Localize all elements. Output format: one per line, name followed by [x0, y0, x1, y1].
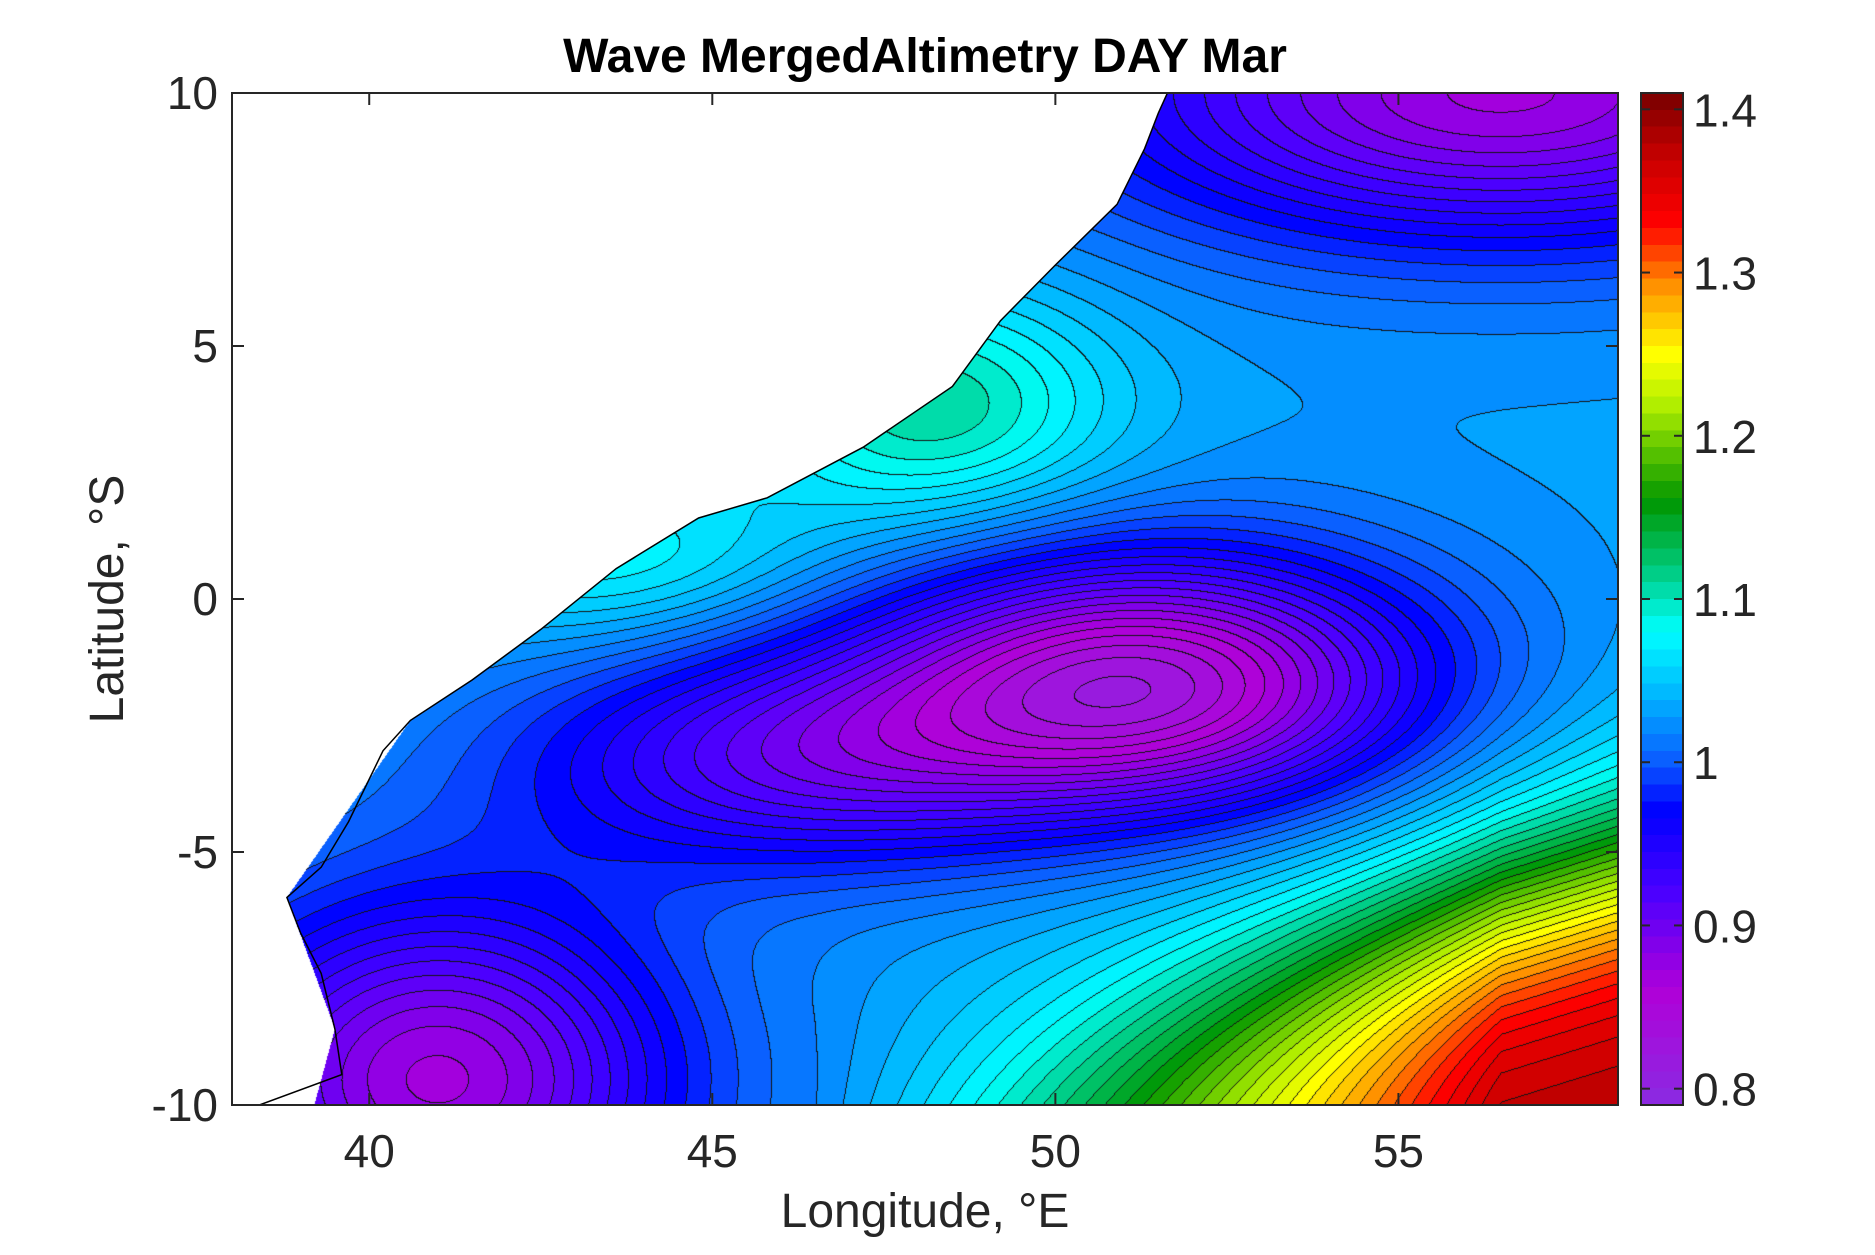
- colorbar-tick-label: 1.3: [1693, 248, 1757, 300]
- colorbar: 0.8 0.9 1 1.1 1.2 1.3 1.4: [1640, 84, 1757, 1116]
- y-tick-label: -10: [152, 1079, 218, 1131]
- chart-title: Wave MergedAltimetry DAY Mar: [563, 30, 1287, 83]
- y-axis: -10 -5 0 5 10: [152, 67, 1618, 1131]
- y-tick-label: -5: [177, 826, 218, 878]
- colorbar-tick-label: 0.8: [1693, 1064, 1757, 1116]
- x-axis: 40 45 50 55: [344, 93, 1424, 1177]
- contour-field: [232, 93, 1618, 1105]
- colorbar-tick-label: 1.2: [1693, 411, 1757, 463]
- plot-area: [232, 93, 1618, 1105]
- x-tick-label: 40: [344, 1125, 395, 1177]
- x-axis-label: Longitude, °E: [781, 1185, 1070, 1238]
- colorbar-tick-label: 0.9: [1693, 900, 1757, 952]
- colorbar-tick-label: 1.1: [1693, 574, 1757, 626]
- x-tick-label: 45: [687, 1125, 738, 1177]
- x-tick-label: 50: [1030, 1125, 1081, 1177]
- x-tick-label: 55: [1373, 1125, 1424, 1177]
- colorbar-tick-label: 1: [1693, 737, 1719, 789]
- coastline: [259, 93, 1169, 1105]
- y-tick-label: 5: [192, 320, 218, 372]
- colorbar-ticks: 0.8 0.9 1 1.1 1.2 1.3 1.4: [1641, 84, 1757, 1116]
- y-tick-label: 10: [167, 67, 218, 119]
- colorbar-tick-label: 1.4: [1693, 84, 1757, 136]
- y-tick-label: 0: [192, 573, 218, 625]
- y-axis-label: Latitude, °S: [81, 475, 134, 724]
